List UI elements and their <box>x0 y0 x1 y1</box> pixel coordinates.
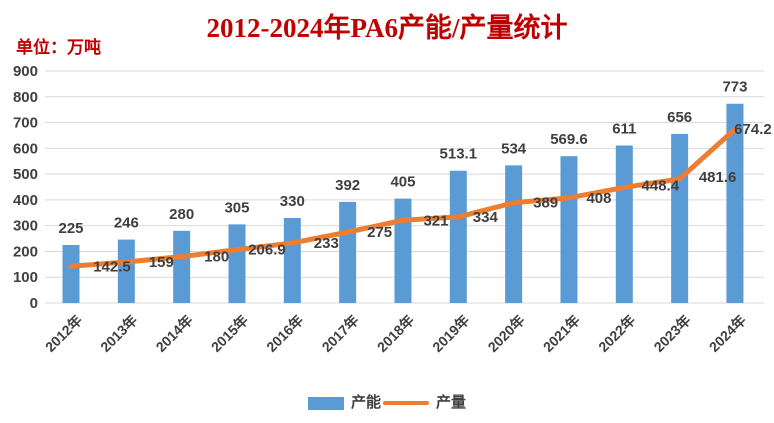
x-tick-2023年: 2023年 <box>651 312 694 355</box>
bar-label-2023年: 656 <box>667 109 692 126</box>
x-tick-2014年: 2014年 <box>153 312 196 355</box>
bar-label-2012年: 225 <box>58 220 83 237</box>
line-label-2013年: 159 <box>149 254 174 271</box>
chart-legend: 产能 产量 <box>0 395 774 411</box>
bar-2019年 <box>449 170 467 303</box>
legend-capacity-label: 产能 <box>350 394 381 411</box>
bar-2014年 <box>173 230 191 303</box>
line-label-2016年: 233 <box>314 235 339 252</box>
chart-title: 2012-2024年PA6产能/产量统计 <box>206 13 568 43</box>
unit-label: 单位：万吨 <box>16 38 101 57</box>
bar-2015年 <box>228 224 246 303</box>
bar-label-2014年: 280 <box>169 206 194 223</box>
bar-label-2021年: 569.6 <box>550 131 588 148</box>
y-tick-800: 800 <box>13 89 38 106</box>
line-label-2018年: 321 <box>423 212 448 229</box>
bar-2018年 <box>394 198 412 303</box>
line-label-2024年: 674.2 <box>734 121 772 138</box>
y-tick-400: 400 <box>13 192 38 209</box>
y-tick-300: 300 <box>13 218 38 235</box>
y-tick-200: 200 <box>13 243 38 260</box>
x-tick-2018年: 2018年 <box>374 312 417 355</box>
bar-2013年 <box>117 239 135 303</box>
y-tick-600: 600 <box>13 140 38 157</box>
line-label-2023年: 481.6 <box>699 169 737 186</box>
bar-label-2022年: 611 <box>612 120 636 137</box>
line-label-2020年: 389 <box>533 195 558 212</box>
bar-label-2016年: 330 <box>280 193 305 210</box>
x-tick-2024年: 2024年 <box>706 312 749 355</box>
bar-2016年 <box>283 217 301 303</box>
line-label-2022年: 448.4 <box>642 177 680 194</box>
y-tick-100: 100 <box>13 269 38 286</box>
legend-capacity-swatch <box>307 396 344 410</box>
line-label-2017年: 275 <box>367 224 392 241</box>
bar-2020年 <box>505 165 523 303</box>
x-tick-2015年: 2015年 <box>208 312 251 355</box>
line-label-2014年: 180 <box>204 249 229 266</box>
bar-label-2020年: 534 <box>501 140 527 157</box>
bar-label-2024年: 773 <box>722 79 747 96</box>
bar-label-2019年: 513.1 <box>440 146 478 163</box>
bar-label-2018年: 405 <box>390 174 415 191</box>
line-label-2015年: 206.9 <box>248 242 286 259</box>
x-tick-2022年: 2022年 <box>595 312 638 355</box>
bar-2022年 <box>615 145 633 303</box>
x-tick-2019年: 2019年 <box>429 312 472 355</box>
x-tick-2012年: 2012年 <box>42 312 85 355</box>
bar-label-2017年: 392 <box>335 177 360 194</box>
legend-output-swatch <box>383 401 429 405</box>
line-label-2019年: 334 <box>473 209 499 226</box>
y-tick-900: 900 <box>13 63 38 80</box>
legend-output-label: 产量 <box>436 394 467 411</box>
line-label-2021年: 408 <box>586 190 611 207</box>
bar-2021年 <box>560 156 578 303</box>
bar-2023年 <box>671 133 689 303</box>
bar-label-2015年: 305 <box>224 199 249 216</box>
y-tick-700: 700 <box>13 115 38 132</box>
y-tick-500: 500 <box>13 166 38 183</box>
x-tick-2020年: 2020年 <box>485 312 528 355</box>
y-tick-0: 0 <box>30 295 38 312</box>
x-tick-2021年: 2021年 <box>540 312 583 355</box>
bar-label-2013年: 246 <box>114 215 139 232</box>
bar-2024年 <box>726 103 744 303</box>
x-tick-2017年: 2017年 <box>319 312 362 355</box>
bar-2012年 <box>62 245 80 303</box>
line-label-2012年: 142.5 <box>93 258 131 275</box>
x-tick-2013年: 2013年 <box>97 312 140 355</box>
x-tick-2016年: 2016年 <box>263 312 306 355</box>
output-line <box>68 126 738 269</box>
bar-2017年 <box>339 201 357 303</box>
